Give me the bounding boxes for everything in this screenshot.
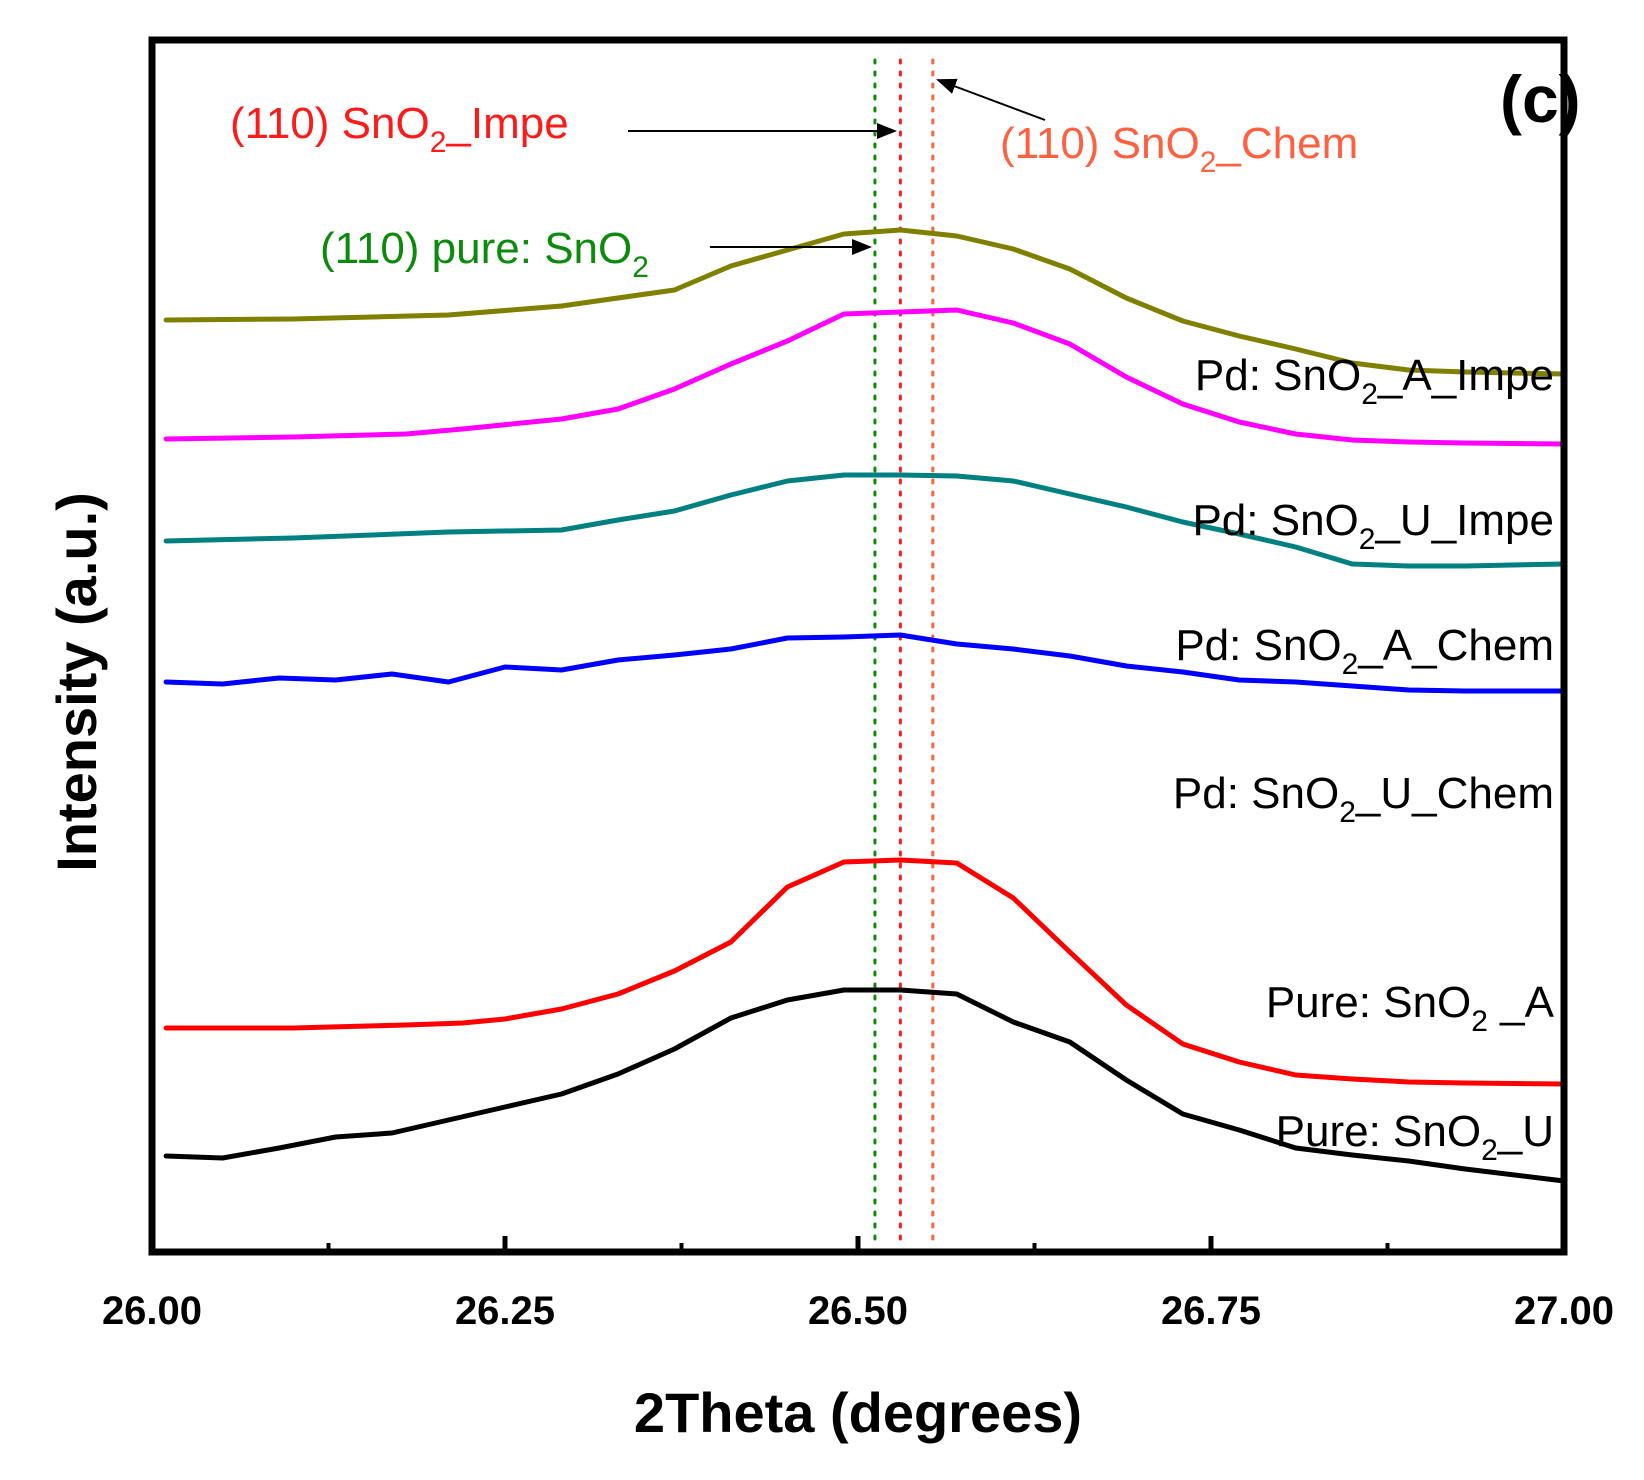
- reference-label-2-main: (110) SnO: [1000, 119, 1200, 168]
- reference-label-1-tail: _Impe: [445, 99, 568, 148]
- reference-label-1-subscript: 2: [430, 126, 447, 159]
- series-label-3-subscript: 2: [1339, 796, 1356, 829]
- reference-label-1: (110) SnO2_Impe: [230, 99, 569, 159]
- series-label-2-subscript: 2: [1342, 648, 1359, 681]
- y-axis-title: Intensity (a.u.): [45, 492, 108, 872]
- series-label-1-tail: _U_Impe: [1374, 496, 1554, 545]
- series-label-0: Pd: SnO2_A_Impe: [1195, 351, 1554, 411]
- series-label-3: Pd: SnO2_U_Chem: [1173, 769, 1554, 829]
- x-tick-label: 26.50: [808, 1289, 908, 1333]
- series-label-3-main: Pd: SnO: [1173, 769, 1339, 818]
- reference-label-0-main: (110) pure: SnO: [320, 224, 632, 273]
- series-label-0-tail: _A_Impe: [1377, 351, 1554, 400]
- series-label-4-subscript: 2: [1471, 1005, 1488, 1038]
- series-line-4: [163, 857, 1567, 1087]
- reference-label-0: (110) pure: SnO2: [320, 224, 649, 284]
- x-tick-label: 26.25: [455, 1289, 555, 1333]
- series-line-5: [163, 987, 1567, 1184]
- annotation-arrows: [628, 78, 1046, 255]
- series-label-1-main: Pd: SnO: [1192, 496, 1358, 545]
- series-line-0: [163, 227, 1567, 377]
- reference-label-0-subscript: 2: [632, 251, 649, 284]
- series-label-0-subscript: 2: [1361, 378, 1378, 411]
- panel-label: (c): [1500, 62, 1581, 136]
- x-ticks: 26.00 26.25 26.50 26.75 27.00: [102, 1236, 1614, 1333]
- series-label-5: Pure: SnO2_U: [1276, 1107, 1554, 1167]
- reference-lines: [873, 58, 935, 1242]
- series-line-2: [163, 472, 1567, 569]
- series-label-0-main: Pd: SnO: [1195, 351, 1361, 400]
- series-label-2-main: Pd: SnO: [1175, 621, 1341, 670]
- series-label-3-tail: _U_Chem: [1355, 769, 1554, 818]
- series-label-1-subscript: 2: [1359, 523, 1376, 556]
- annotation-arrow-2: [936, 78, 1046, 121]
- series-line-1: [163, 307, 1567, 447]
- series-label-5-subscript: 2: [1481, 1134, 1498, 1167]
- x-tick-label: 27.00: [1514, 1289, 1614, 1333]
- reference-label-2-tail: _Chem: [1215, 119, 1358, 168]
- x-tick-label: 26.75: [1161, 1289, 1261, 1333]
- series-label-1: Pd: SnO2_U_Impe: [1192, 496, 1554, 556]
- x-tick-label: 26.00: [102, 1289, 202, 1333]
- series-label-4: Pure: SnO2 _A: [1266, 978, 1555, 1038]
- reference-label-2: (110) SnO2_Chem: [1000, 119, 1358, 179]
- x-axis-title: 2Theta (degrees): [634, 1381, 1082, 1444]
- series-label-4-tail: _A: [1488, 978, 1555, 1027]
- series-label-2-tail: _A_Chem: [1357, 621, 1554, 670]
- series-label-5-tail: _U: [1497, 1107, 1554, 1156]
- series-label-4-main: Pure: SnO: [1266, 978, 1471, 1027]
- series-lines: [163, 227, 1567, 1184]
- plot-frame: [148, 36, 1568, 1256]
- reference-label-2-subscript: 2: [1200, 146, 1217, 179]
- series-line-3: [163, 632, 1567, 694]
- series-label-2: Pd: SnO2_A_Chem: [1175, 621, 1554, 681]
- reference-label-1-main: (110) SnO: [230, 99, 430, 148]
- series-label-5-main: Pure: SnO: [1276, 1107, 1481, 1156]
